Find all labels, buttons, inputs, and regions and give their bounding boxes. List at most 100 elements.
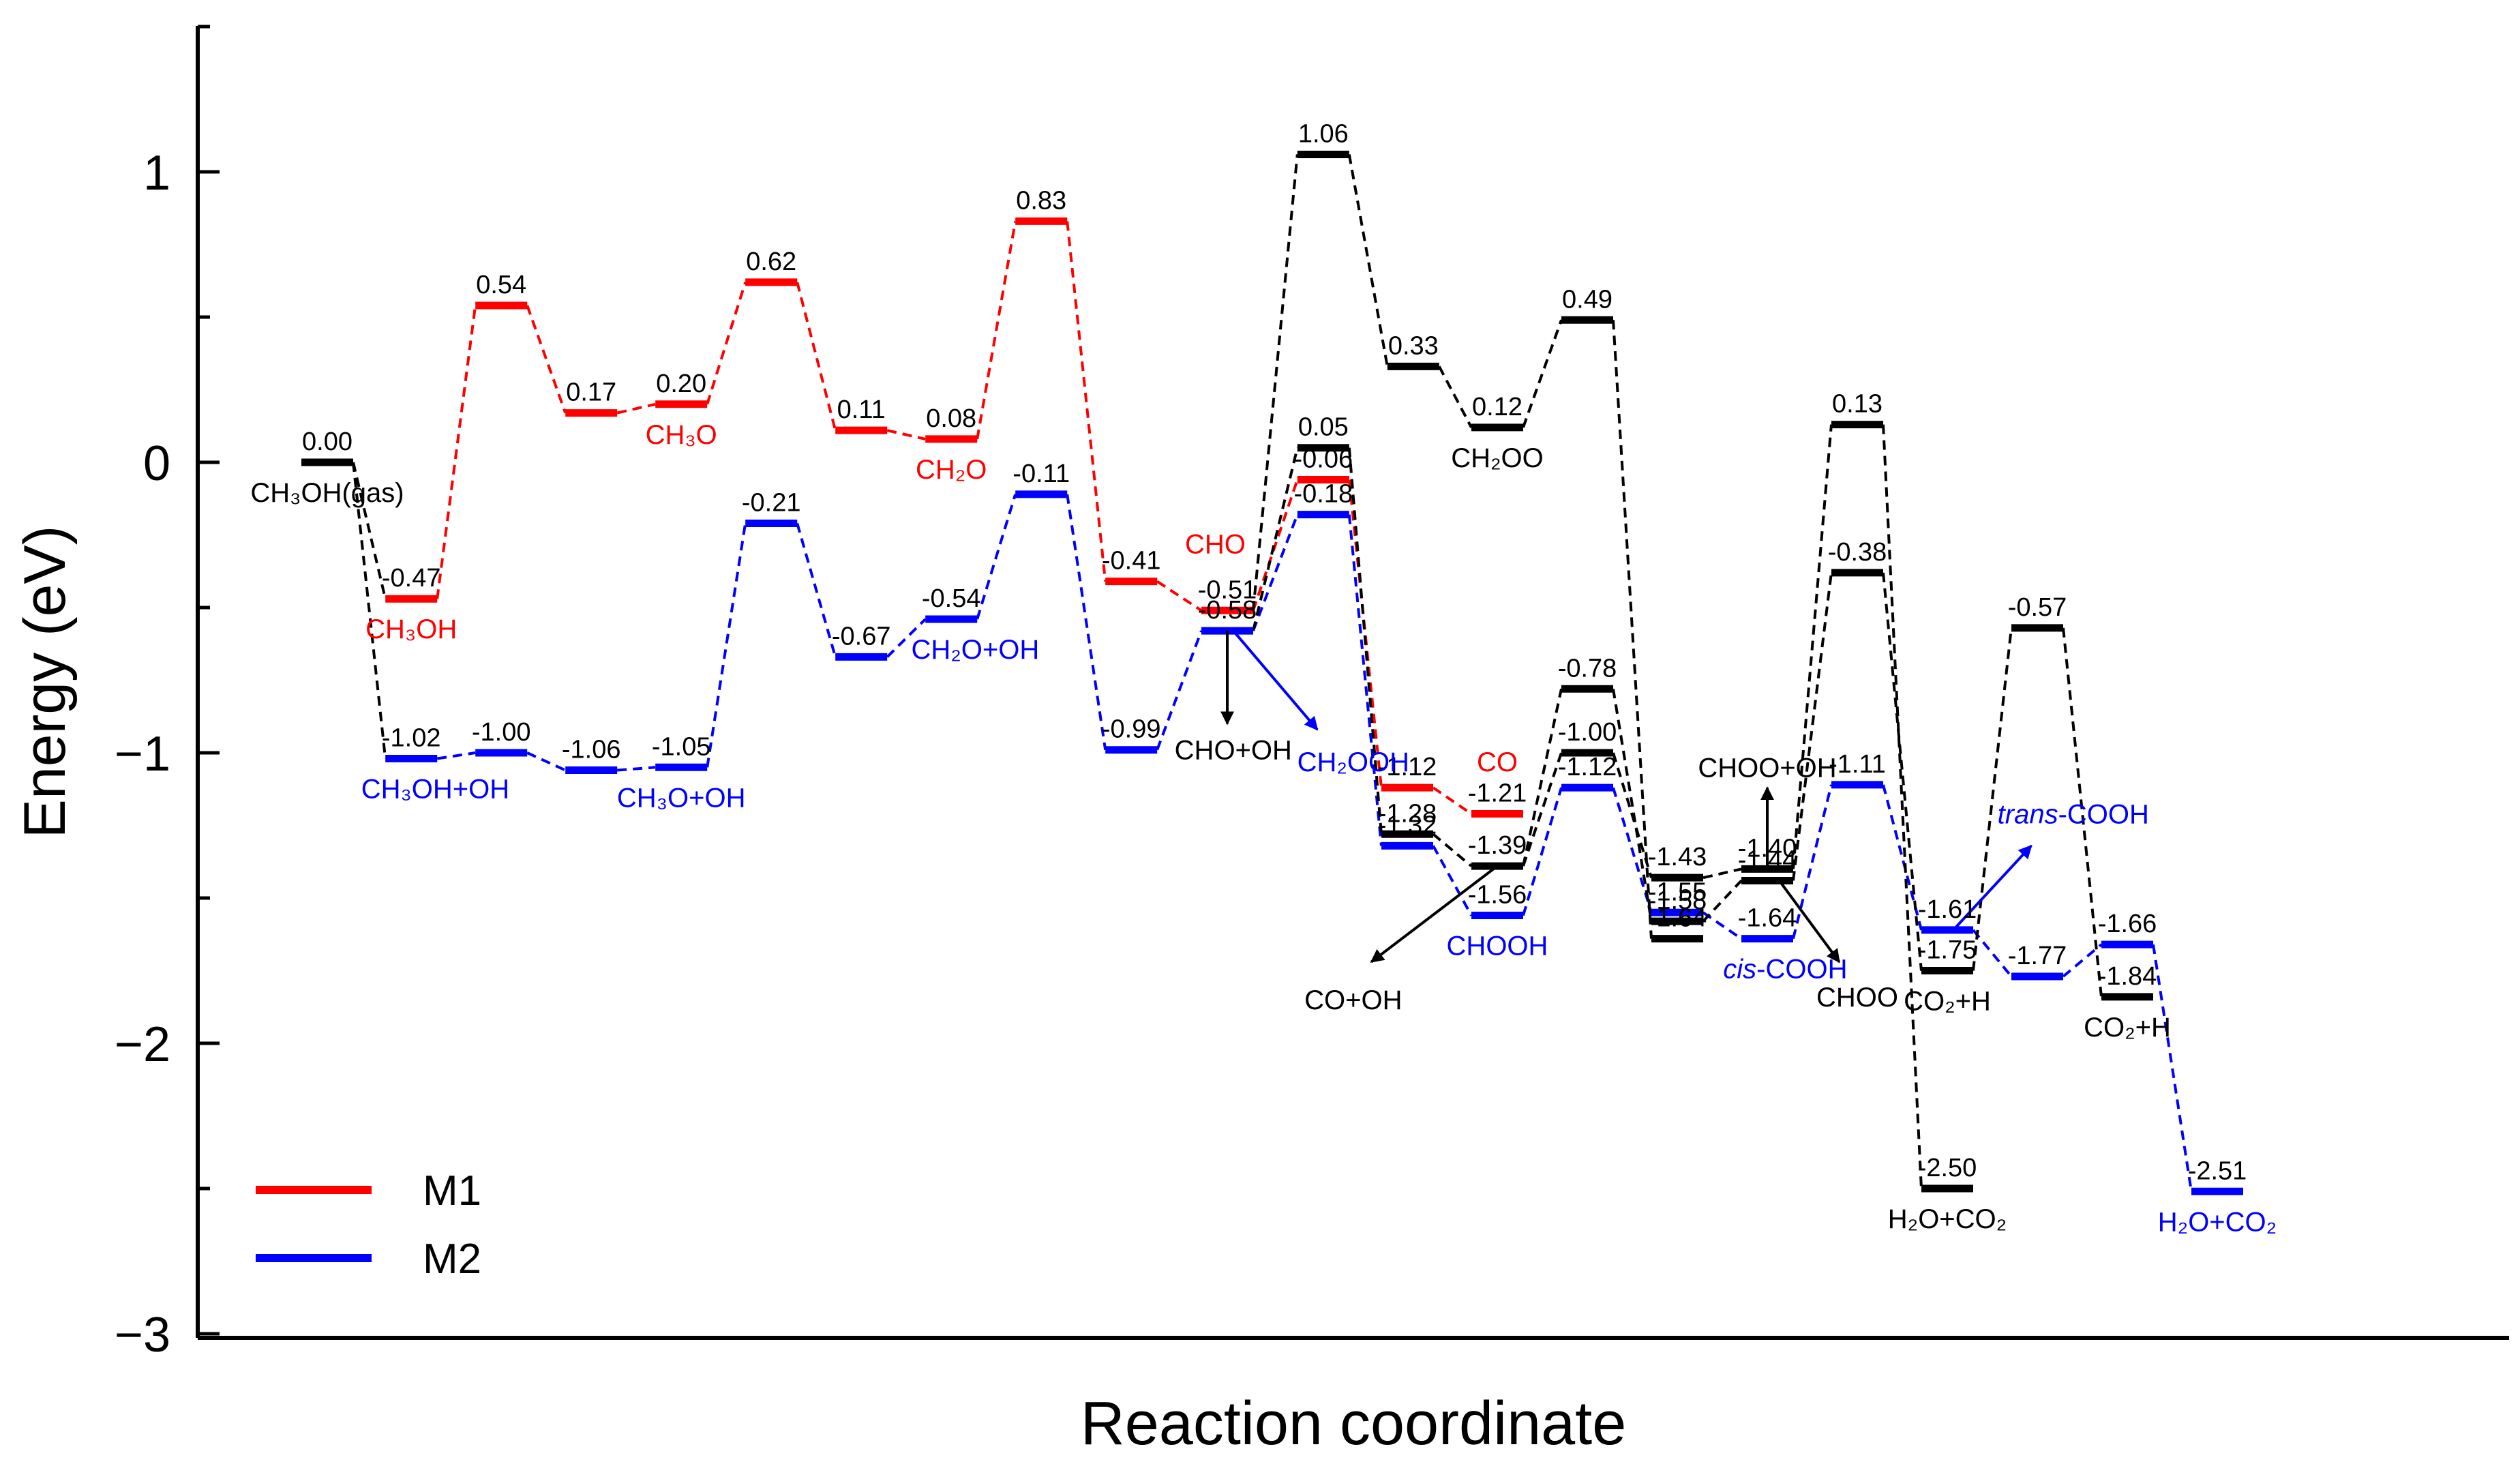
value-label-b20: -1.66 [2098,910,2157,938]
species-label: CO+OH [1304,985,1402,1015]
connector-k9-k10 [1612,752,1653,878]
species-label: CHOO+OH [1698,753,1836,783]
value-label-k5: 0.05 [1298,413,1349,442]
connector-b10-k5 [1252,447,1299,631]
species-label: CO [1477,747,1518,777]
connector-b17-b18 [1882,784,1923,931]
value-label-r4: 0.20 [656,370,706,398]
value-label-k9: -1.00 [1558,718,1617,747]
value-label-r5: 0.62 [746,248,796,276]
value-label-k6: -1.28 [1378,799,1437,828]
connector-r10-r11 [1252,479,1299,611]
value-label-b3: -1.06 [562,736,621,764]
arrow-1 [1232,629,1319,731]
connector-r2-r3 [526,305,567,414]
value-label-b8: -0.11 [1012,460,1070,488]
species-label: cis-COOH [1723,955,1847,985]
value-label-b15: -1.55 [1648,878,1707,906]
connector-b13-b14 [1522,787,1563,916]
connector-r5-r6 [796,282,837,431]
y-tick-label: −3 [115,1308,170,1362]
arrow-4 [1777,880,1841,963]
connector-b20-b21 [2152,944,2193,1192]
connector-b9-b10 [1156,630,1203,751]
value-label-k7: -1.39 [1468,831,1527,860]
value-label-k8: -0.78 [1558,654,1617,683]
species-label: CH₂OO [1451,443,1544,473]
x-axis-label: Reaction coordinate [1081,1390,1627,1458]
species-labels: CH₃OH(gas) CH₃OH CH₃O CH₂O CHO CO CH₃OH+OH CH₃O… [250,420,2277,1237]
connector-k13-k15 [1792,424,1833,869]
connector-r10-k1 [1252,154,1299,611]
species-label: CHOOH [1447,931,1548,961]
legend-label-m2: M2 [423,1236,481,1283]
connector-b6-b7 [886,618,927,658]
value-label-k16: -0.38 [1828,538,1887,567]
species-label: CH₃OH [365,614,457,644]
species-label: CH₃OH+OH [361,775,509,805]
value-label-k19: -0.57 [2008,593,2067,622]
value-label-b12: -1.32 [1378,811,1437,839]
species-label: trans-COOH [1998,799,2149,829]
connector-k4-k12 [1612,320,1653,939]
axes [196,26,2509,1340]
dashed-connectors [352,154,2193,1192]
connector-k15-k18 [1882,424,1923,1189]
value-label-b7: -0.54 [922,584,981,613]
value-label-b5: -0.21 [742,488,801,517]
species-label: H₂O+CO₂ [2158,1207,2277,1237]
connector-k1-k2 [1347,154,1389,367]
y-tick-label: −1 [115,727,170,781]
value-label-b10: -0.58 [1198,596,1257,625]
connector-k5-k6 [1347,447,1383,835]
y-tick-label: 1 [143,146,170,200]
value-labels: 0.00 -0.47 0.54 0.17 0.20 0.62 0.11 0.08 0.83 -0.… [302,119,2247,1185]
connector-r1-r2 [436,305,477,599]
connector-k11-k14 [1702,880,1743,923]
annotation-arrows [1220,629,2032,963]
connector-b11-b12 [1347,514,1383,846]
value-label-r1: -0.47 [382,564,441,593]
legend-label-m1: M1 [423,1167,481,1214]
connector-r9-r10 [1156,580,1203,612]
value-label-r9: -0.41 [1102,547,1161,576]
value-label-k15: 0.13 [1832,390,1882,419]
connector-k16-k17 [1882,572,1923,971]
value-label-k4: 0.49 [1562,285,1612,314]
connector-r8-r9 [1066,221,1107,582]
value-label-r2: 0.54 [476,271,526,299]
connector-r12-r13 [1432,786,1473,816]
species-label: CH₃OH(gas) [250,478,404,508]
y-tick-label: 0 [143,436,170,491]
species-label: CH₂OOH [1298,747,1409,777]
value-label-k20: -1.84 [2098,962,2157,991]
value-label-b11: -0.18 [1293,480,1353,509]
y-ticks: −3 −2 −1 0 1 [115,25,220,1362]
value-label-b17: -1.11 [1829,750,1886,779]
connector-k0-b1 [352,462,387,759]
connector-r11-r12 [1347,479,1383,788]
connector-r6-r7 [886,429,926,440]
value-label-r7: 0.08 [926,404,976,433]
value-label-k13: -1.40 [1738,834,1797,863]
connector-b14-b15 [1612,787,1653,913]
value-label-b13: -1.56 [1468,881,1527,910]
value-label-k18: -2.50 [1918,1154,1977,1182]
species-label: CH₂O+OH [912,635,1040,665]
y-axis-label: Energy (eV) [12,526,78,839]
value-label-b6: -0.67 [832,622,891,651]
connector-r7-r8 [976,221,1017,440]
value-label-k12: -1.64 [1648,904,1707,933]
value-label-r12: -1.12 [1378,753,1437,781]
arrow-5 [1952,844,2032,931]
value-label-k2: 0.33 [1388,331,1439,360]
connector-b5-b6 [796,522,837,657]
value-label-b16: -1.64 [1738,904,1797,933]
y-tick-label: −2 [115,1017,170,1072]
value-label-k11: -1.58 [1648,886,1707,915]
species-label: CO₂+H [1904,987,1991,1017]
connector-b8-b9 [1066,494,1107,751]
connector-k7-k8 [1522,688,1563,867]
